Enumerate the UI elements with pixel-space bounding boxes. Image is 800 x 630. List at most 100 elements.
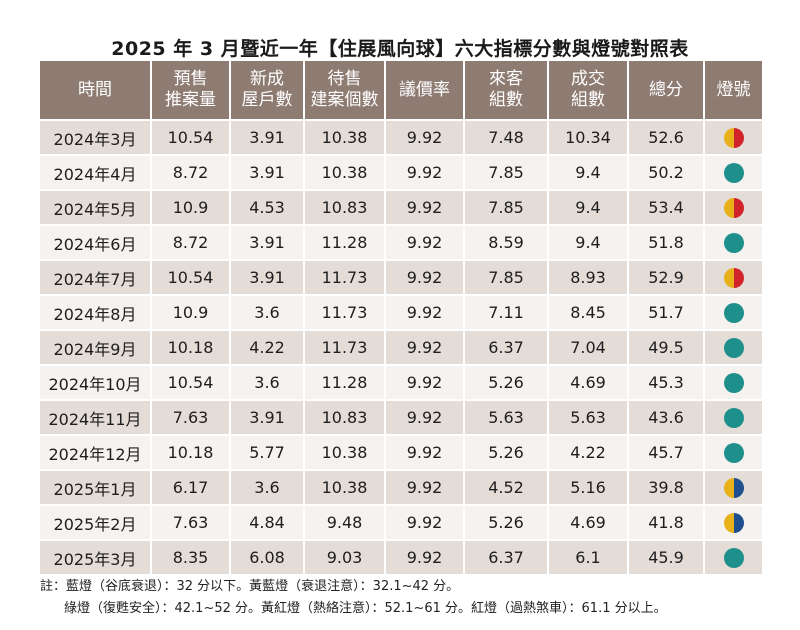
cell-bargain: 9.92 <box>385 120 465 156</box>
cell-visitors: 8.59 <box>464 225 549 261</box>
cell-for-sale: 9.48 <box>304 505 386 541</box>
cell-presale: 7.63 <box>151 400 231 436</box>
cell-total: 50.2 <box>628 155 705 191</box>
header-for-sale-line: 待售 <box>327 69 362 89</box>
cell-light <box>704 540 762 576</box>
cell-visitors: 7.48 <box>464 120 549 156</box>
cell-light <box>704 260 762 296</box>
cell-new-units: 5.77 <box>230 435 305 471</box>
cell-light <box>704 470 762 506</box>
cell-visitors: 7.85 <box>464 260 549 296</box>
cell-visitors: 5.26 <box>464 505 549 541</box>
table-row: 2024年5月 10.9 4.53 10.83 9.92 7.85 9.4 53.4 <box>40 190 762 226</box>
cell-new-units: 4.22 <box>230 330 305 366</box>
header-new-units-line: 新成 <box>250 69 284 89</box>
cell-total: 43.6 <box>628 400 705 436</box>
cell-new-units: 3.6 <box>230 365 305 401</box>
header-time-line: 時間 <box>78 79 112 100</box>
cell-time: 2024年6月 <box>40 225 152 261</box>
blue-light-icon <box>723 442 744 463</box>
table-row: 2024年10月 10.54 3.6 11.28 9.92 5.26 4.69 45.3 <box>40 365 762 401</box>
cell-total: 45.7 <box>628 435 705 471</box>
cell-deals: 9.4 <box>548 155 629 191</box>
cell-light <box>704 155 762 191</box>
page-title: 2025 年 3 月暨近一年【住展風向球】六大指標分數與燈號對照表 <box>111 38 689 60</box>
cell-deals: 10.34 <box>548 120 629 156</box>
table-body: 2024年3月 10.54 3.91 10.38 9.92 7.48 10.34 52.6 20… <box>40 120 762 576</box>
table-row: 2024年11月 7.63 3.91 10.83 9.92 5.63 5.63 43.6 <box>40 400 762 436</box>
cell-new-units: 3.6 <box>230 470 305 506</box>
header-new-units: 新成 屋戶數 <box>230 61 305 121</box>
cell-time: 2024年11月 <box>40 400 152 436</box>
header-deals-line: 組數 <box>571 90 605 110</box>
blue-light-icon <box>723 162 744 183</box>
cell-new-units: 4.84 <box>230 505 305 541</box>
yellow-blue-light-icon <box>723 512 744 533</box>
blue-light-icon <box>723 337 744 358</box>
cell-light <box>704 400 762 436</box>
cell-visitors: 7.11 <box>464 295 549 331</box>
cell-time: 2025年1月 <box>40 470 152 506</box>
header-total: 總分 <box>628 61 705 121</box>
header-bargain-rate: 議價率 <box>385 61 465 121</box>
cell-for-sale: 10.38 <box>304 470 386 506</box>
cell-deals: 4.22 <box>548 435 629 471</box>
cell-light <box>704 190 762 226</box>
blue-light-icon <box>723 232 744 253</box>
cell-for-sale: 10.83 <box>304 190 386 226</box>
blue-light-icon <box>723 547 744 568</box>
cell-for-sale: 10.38 <box>304 120 386 156</box>
blue-light-icon <box>723 372 744 393</box>
cell-new-units: 3.91 <box>230 225 305 261</box>
header-light: 燈號 <box>704 61 762 121</box>
header-for-sale: 待售 建案個數 <box>304 61 386 121</box>
cell-for-sale: 10.38 <box>304 155 386 191</box>
cell-time: 2025年3月 <box>40 540 152 576</box>
cell-bargain: 9.92 <box>385 295 465 331</box>
cell-new-units: 3.91 <box>230 120 305 156</box>
cell-light <box>704 120 762 156</box>
header-visitors: 來客 組數 <box>464 61 549 121</box>
table-row: 2024年3月 10.54 3.91 10.38 9.92 7.48 10.34 52.6 <box>40 120 762 156</box>
table-row: 2025年1月 6.17 3.6 10.38 9.92 4.52 5.16 39.8 <box>40 470 762 506</box>
cell-total: 41.8 <box>628 505 705 541</box>
cell-light <box>704 225 762 261</box>
cell-deals: 6.1 <box>548 540 629 576</box>
header-bargain-rate-line: 議價率 <box>399 79 450 100</box>
cell-bargain: 9.92 <box>385 190 465 226</box>
cell-deals: 5.63 <box>548 400 629 436</box>
yellow-red-light-icon <box>723 197 744 218</box>
cell-light <box>704 330 762 366</box>
cell-total: 52.9 <box>628 260 705 296</box>
cell-presale: 10.9 <box>151 190 231 226</box>
cell-time: 2025年2月 <box>40 505 152 541</box>
cell-visitors: 4.52 <box>464 470 549 506</box>
cell-for-sale: 10.38 <box>304 435 386 471</box>
cell-time: 2024年7月 <box>40 260 152 296</box>
header-visitors-line: 組數 <box>489 90 523 110</box>
cell-total: 39.8 <box>628 470 705 506</box>
table-row: 2024年7月 10.54 3.91 11.73 9.92 7.85 8.93 52.9 <box>40 260 762 296</box>
cell-visitors: 6.37 <box>464 540 549 576</box>
cell-bargain: 9.92 <box>385 155 465 191</box>
yellow-red-light-icon <box>723 127 744 148</box>
table-row: 2024年9月 10.18 4.22 11.73 9.92 6.37 7.04 49.5 <box>40 330 762 366</box>
cell-deals: 4.69 <box>548 365 629 401</box>
note-line-1: 註：藍燈（谷底衰退）：32 分以下。黃藍燈（衰退注意）：32.1~42 分。 <box>40 579 460 594</box>
cell-light <box>704 295 762 331</box>
header-row: 時間 預售 推案量 新成 屋戶數 待售 建案個數 議價率 來客 組數 成交 組數 總分 燈號 <box>40 61 762 121</box>
cell-visitors: 7.85 <box>464 155 549 191</box>
cell-new-units: 3.91 <box>230 400 305 436</box>
cell-bargain: 9.92 <box>385 400 465 436</box>
cell-presale: 10.9 <box>151 295 231 331</box>
cell-total: 49.5 <box>628 330 705 366</box>
cell-presale: 6.17 <box>151 470 231 506</box>
cell-visitors: 5.63 <box>464 400 549 436</box>
blue-light-icon <box>723 407 744 428</box>
table-row: 2024年12月 10.18 5.77 10.38 9.92 5.26 4.22 45.7 <box>40 435 762 471</box>
cell-time: 2024年8月 <box>40 295 152 331</box>
yellow-blue-light-icon <box>723 477 744 498</box>
cell-presale: 10.54 <box>151 365 231 401</box>
cell-bargain: 9.92 <box>385 365 465 401</box>
header-presale-line: 推案量 <box>165 90 216 110</box>
